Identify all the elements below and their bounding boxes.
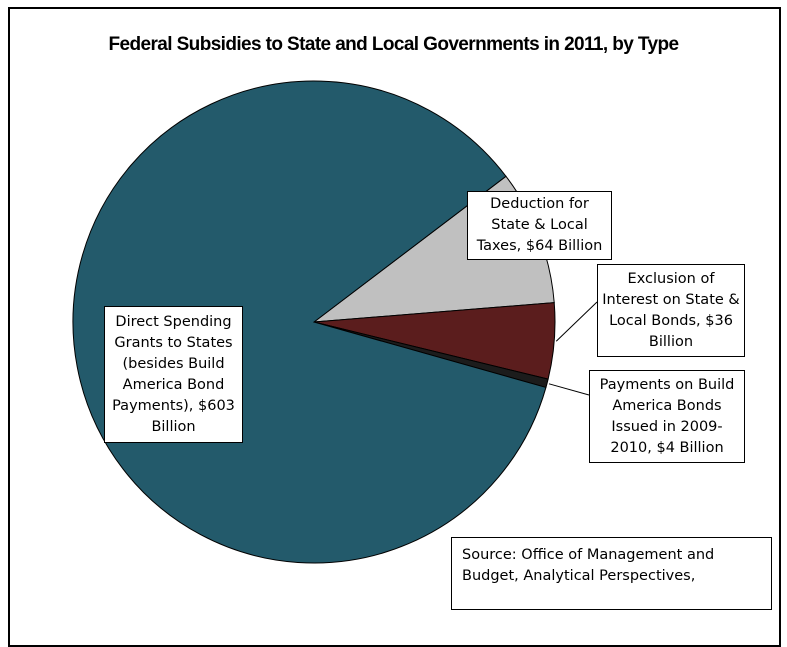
data-label-direct-spending: Direct Spending Grants to States (beside…: [104, 306, 243, 443]
data-label-build-america: Payments on Build America Bonds Issued i…: [589, 370, 745, 463]
chart-title: Federal Subsidies to State and Local Gov…: [108, 34, 680, 55]
leader-line-build-america: [548, 383, 590, 396]
data-label-deduction: Deduction for State & Local Taxes, $64 B…: [467, 191, 612, 260]
source-note: Source: Office of Management and Budget,…: [451, 537, 772, 610]
data-label-exclusion: Exclusion of Interest on State & Local B…: [597, 264, 745, 357]
leader-line-exclusion: [555, 301, 598, 342]
